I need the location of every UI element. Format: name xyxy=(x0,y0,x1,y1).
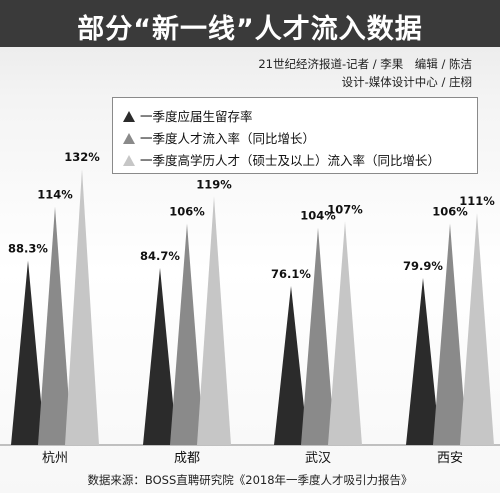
legend-item-retention: 一季度应届生留存率 xyxy=(123,106,253,125)
legend-label: 一季度应届生留存率 xyxy=(140,109,253,124)
value-label: 88.3% xyxy=(8,241,48,255)
title-bar: 部分“新一线”人才流入数据 xyxy=(0,0,500,47)
spike-1-0 xyxy=(38,206,72,445)
category-label: 成都 xyxy=(174,451,200,466)
value-label: 104% xyxy=(300,209,336,223)
spike-0-2 xyxy=(274,285,308,445)
triangle-icon xyxy=(123,111,135,122)
spike-0-1 xyxy=(143,267,177,445)
spike-1-3 xyxy=(433,223,467,445)
spike-0-3 xyxy=(406,278,440,445)
spike-2-0 xyxy=(65,169,99,445)
spike-0-0 xyxy=(11,260,45,445)
value-label: 76.1% xyxy=(271,267,311,281)
chart-title: 部分“新一线”人才流入数据 xyxy=(77,14,423,45)
credit-line-1: 21世纪经济报道-记者 / 李果 编辑 / 陈洁 xyxy=(258,57,472,71)
triangle-icon xyxy=(123,155,135,166)
value-label: 119% xyxy=(196,177,232,191)
value-label: 84.7% xyxy=(140,249,180,263)
credit-line-2: 设计-媒体设计中心 / 庄栩 xyxy=(341,75,472,89)
category-label: 杭州 xyxy=(42,451,68,466)
spike-1-1 xyxy=(170,223,204,445)
category-label: 西安 xyxy=(437,451,463,466)
legend-label: 一季度人才流入率（同比增长） xyxy=(140,131,316,146)
value-label: 106% xyxy=(432,204,468,218)
triangle-icon xyxy=(123,133,135,144)
value-label: 111% xyxy=(459,194,495,208)
value-label: 79.9% xyxy=(403,259,443,273)
value-label: 106% xyxy=(169,204,205,218)
spike-1-2 xyxy=(301,227,335,445)
spike-2-2 xyxy=(328,221,362,445)
value-label: 114% xyxy=(37,188,73,202)
spike-2-3 xyxy=(460,213,494,445)
legend: 一季度应届生留存率 一季度人才流入率（同比增长） 一季度高学历人才（硕士及以上）… xyxy=(112,97,478,174)
value-label: 132% xyxy=(64,150,100,164)
category-label: 武汉 xyxy=(305,451,331,466)
spike-2-1 xyxy=(197,196,231,445)
legend-item-high-degree-inflow: 一季度高学历人才（硕士及以上）流入率（同比增长） xyxy=(123,150,440,169)
legend-item-inflow: 一季度人才流入率（同比增长） xyxy=(123,128,315,147)
source-note: 数据来源：BOSS直聘研究院《2018年一季度人才吸引力报告》 xyxy=(87,473,413,487)
value-label: 107% xyxy=(327,202,363,216)
legend-label: 一季度高学历人才（硕士及以上）流入率（同比增长） xyxy=(140,153,441,168)
